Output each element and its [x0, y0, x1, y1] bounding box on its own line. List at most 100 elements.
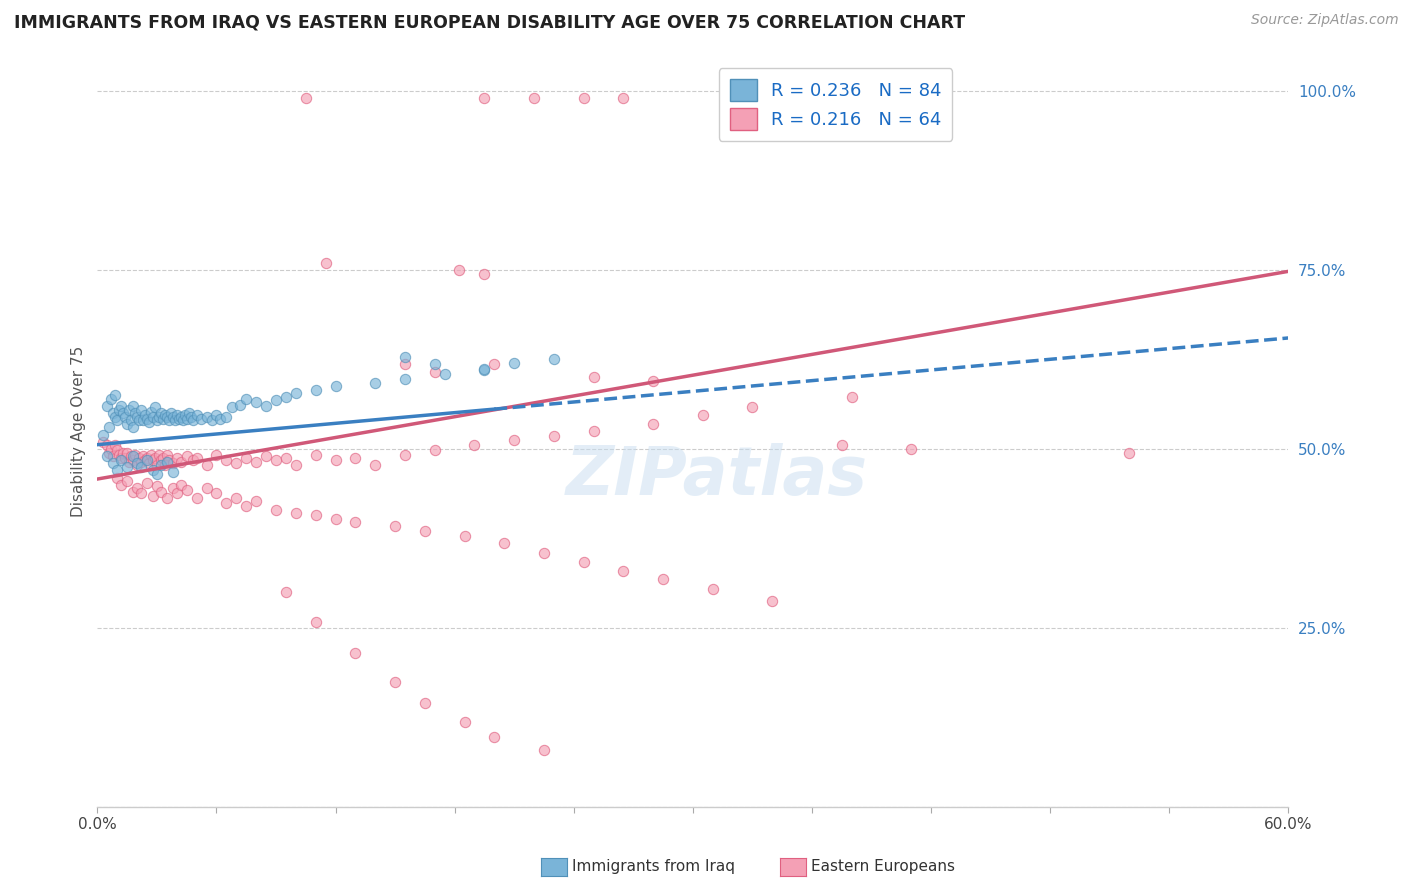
Eastern Europeans	[139, 448, 162, 462]
Immigrants from Iraq	[125, 409, 148, 424]
Eastern Europeans	[264, 503, 287, 517]
Immigrants from Iraq	[284, 386, 307, 401]
Immigrants from Iraq	[122, 449, 145, 463]
Eastern Europeans	[149, 484, 172, 499]
Immigrants from Iraq	[138, 415, 160, 429]
Immigrants from Iraq	[96, 399, 118, 413]
Immigrants from Iraq	[143, 401, 166, 415]
Eastern Europeans	[142, 488, 165, 502]
Immigrants from Iraq	[177, 406, 200, 420]
Eastern Europeans	[503, 434, 526, 448]
Immigrants from Iraq	[221, 401, 243, 415]
Immigrants from Iraq	[142, 463, 165, 477]
Eastern Europeans	[136, 450, 159, 465]
Immigrants from Iraq	[156, 455, 179, 469]
Eastern Europeans	[245, 493, 267, 508]
Immigrants from Iraq	[172, 413, 194, 427]
Eastern Europeans	[235, 450, 257, 465]
Immigrants from Iraq	[110, 399, 132, 413]
Eastern Europeans	[494, 536, 516, 550]
Immigrants from Iraq	[433, 367, 456, 381]
Y-axis label: Disability Age Over 75: Disability Age Over 75	[72, 345, 86, 516]
Immigrants from Iraq	[423, 358, 446, 372]
Immigrants from Iraq	[122, 399, 145, 413]
Eastern Europeans	[108, 448, 131, 462]
Immigrants from Iraq	[245, 395, 267, 409]
Eastern Europeans	[472, 267, 495, 281]
Immigrants from Iraq	[201, 413, 224, 427]
Eastern Europeans	[100, 442, 122, 456]
Eastern Europeans	[110, 450, 132, 465]
Eastern Europeans	[148, 448, 170, 462]
Eastern Europeans	[344, 450, 367, 465]
Immigrants from Iraq	[181, 413, 204, 427]
Eastern Europeans	[652, 572, 675, 586]
Eastern Europeans	[115, 445, 138, 459]
Eastern Europeans	[821, 91, 844, 105]
Eastern Europeans	[118, 455, 141, 469]
Eastern Europeans	[305, 448, 328, 462]
Immigrants from Iraq	[394, 372, 416, 386]
Immigrants from Iraq	[254, 399, 277, 413]
Eastern Europeans	[186, 491, 208, 505]
Eastern Europeans	[195, 481, 218, 495]
Immigrants from Iraq	[149, 406, 172, 420]
Immigrants from Iraq	[115, 459, 138, 474]
Immigrants from Iraq	[305, 383, 328, 397]
Immigrants from Iraq	[159, 406, 181, 420]
Immigrants from Iraq	[114, 409, 136, 424]
Immigrants from Iraq	[104, 409, 127, 424]
Immigrants from Iraq	[134, 408, 156, 422]
Eastern Europeans	[612, 91, 634, 105]
Immigrants from Iraq	[139, 405, 162, 419]
Eastern Europeans	[453, 715, 475, 730]
Immigrants from Iraq	[472, 361, 495, 376]
Eastern Europeans	[831, 438, 853, 452]
Eastern Europeans	[741, 401, 763, 415]
Eastern Europeans	[176, 483, 198, 498]
Eastern Europeans	[176, 449, 198, 463]
Eastern Europeans	[572, 91, 595, 105]
Eastern Europeans	[325, 452, 347, 467]
Eastern Europeans	[484, 730, 506, 744]
Eastern Europeans	[453, 529, 475, 543]
Eastern Europeans	[447, 263, 470, 277]
Eastern Europeans	[132, 449, 155, 463]
Eastern Europeans	[112, 445, 135, 459]
Immigrants from Iraq	[96, 449, 118, 463]
Eastern Europeans	[305, 508, 328, 522]
Immigrants from Iraq	[173, 408, 195, 422]
Eastern Europeans	[195, 458, 218, 472]
Immigrants from Iraq	[472, 363, 495, 377]
Eastern Europeans	[702, 582, 724, 596]
Immigrants from Iraq	[325, 379, 347, 393]
Eastern Europeans	[162, 481, 184, 495]
Immigrants from Iraq	[118, 402, 141, 417]
Eastern Europeans	[138, 456, 160, 470]
Eastern Europeans	[215, 496, 238, 510]
Immigrants from Iraq	[205, 408, 228, 422]
Immigrants from Iraq	[166, 408, 188, 422]
Immigrants from Iraq	[162, 409, 184, 424]
Immigrants from Iraq	[112, 406, 135, 420]
Eastern Europeans	[612, 564, 634, 578]
Eastern Europeans	[170, 455, 193, 469]
Immigrants from Iraq	[128, 413, 150, 427]
Eastern Europeans	[205, 486, 228, 500]
Eastern Europeans	[122, 452, 145, 467]
Eastern Europeans	[582, 370, 605, 384]
Eastern Europeans	[315, 256, 337, 270]
Eastern Europeans	[294, 91, 316, 105]
Eastern Europeans	[284, 507, 307, 521]
Eastern Europeans	[413, 696, 436, 710]
Immigrants from Iraq	[103, 406, 125, 420]
Eastern Europeans	[572, 555, 595, 569]
Eastern Europeans	[533, 546, 555, 560]
Eastern Europeans	[533, 742, 555, 756]
Eastern Europeans	[692, 408, 714, 422]
Eastern Europeans	[105, 443, 128, 458]
Eastern Europeans	[215, 452, 238, 467]
Eastern Europeans	[284, 458, 307, 472]
Immigrants from Iraq	[190, 412, 212, 426]
Eastern Europeans	[129, 455, 152, 469]
